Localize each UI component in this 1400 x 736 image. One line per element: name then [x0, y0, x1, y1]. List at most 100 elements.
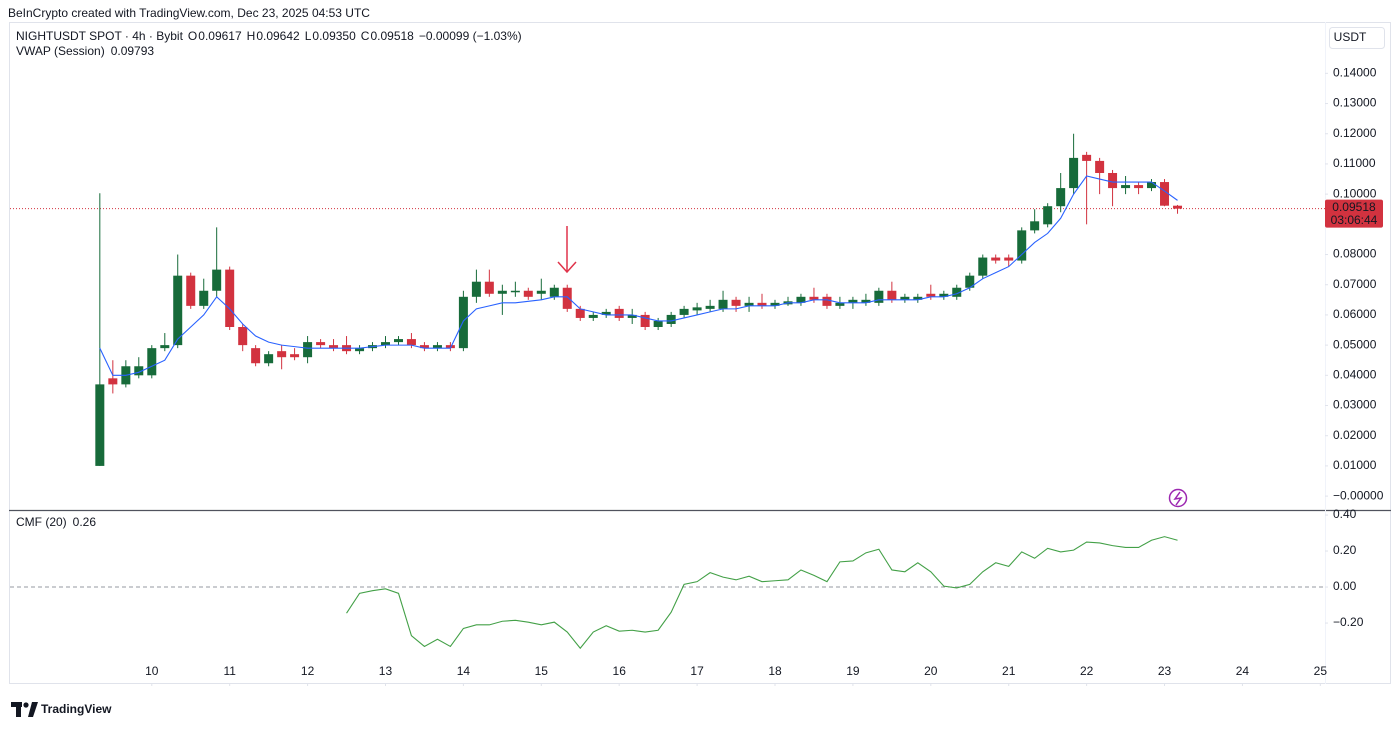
candle-body	[95, 384, 105, 466]
x-tick-label: 11	[223, 664, 236, 678]
candle-body	[549, 287, 559, 297]
ohlc-value: 0.09642	[256, 29, 300, 43]
candle-body	[1082, 154, 1092, 161]
y-tick-label: 0.00	[1333, 579, 1357, 593]
last-price-label: 0.09518	[1332, 200, 1376, 214]
candle-body	[705, 305, 715, 309]
candle-body	[1004, 257, 1014, 261]
y-tick-label: 0.11000	[1333, 156, 1376, 170]
logo-slash	[28, 702, 38, 717]
vwap-line	[99, 175, 1178, 376]
candle-body	[614, 308, 624, 318]
y-tick-label: −0.00000	[1333, 488, 1384, 502]
candle-body	[134, 366, 144, 376]
x-tick-label: 22	[1080, 664, 1094, 678]
candle-body	[913, 296, 923, 300]
candle-body	[731, 299, 741, 306]
ohlc-label: L	[305, 29, 312, 43]
y-tick-label: 0.02000	[1333, 428, 1377, 442]
candle-body	[601, 311, 611, 315]
price-change: −0.00099 (−1.03%)	[419, 29, 522, 43]
y-tick-label: 0.08000	[1333, 247, 1377, 261]
candle-body	[238, 327, 248, 346]
y-tick-label: 0.05000	[1333, 337, 1377, 351]
x-tick-label: 13	[379, 664, 393, 678]
candle-body	[796, 296, 806, 303]
candle-body	[744, 302, 754, 306]
y-tick-label: 0.12000	[1333, 126, 1377, 140]
candle-body	[1056, 188, 1066, 207]
ohlc-value: 0.09617	[198, 29, 242, 43]
candle-body	[1121, 185, 1131, 189]
logo-stem	[16, 702, 21, 717]
candle-body	[874, 290, 884, 303]
ohlc-value: 0.09518	[370, 29, 414, 43]
candle-body	[108, 378, 118, 385]
logo-dot	[23, 702, 29, 708]
candle-body	[212, 269, 222, 291]
x-tick-label: 14	[457, 664, 471, 678]
candle-body	[1108, 172, 1118, 189]
candle-body	[406, 339, 416, 346]
candle-body	[445, 345, 455, 349]
ohlc-label: H	[247, 29, 256, 43]
alert-bolt	[1173, 491, 1183, 506]
attribution: BeInCrypto created with TradingView.com,…	[8, 6, 370, 20]
x-tick-label: 12	[301, 664, 315, 678]
candle-body	[173, 275, 183, 346]
logo-text: TradingView	[41, 702, 112, 716]
candle-body	[991, 257, 1001, 261]
candle-body	[640, 314, 650, 327]
candle-body	[329, 345, 339, 349]
y-tick-label: 0.01000	[1333, 458, 1377, 472]
candle-body	[497, 290, 507, 294]
candle-body	[380, 342, 390, 346]
alert-icon	[1168, 488, 1188, 508]
candle-body	[458, 296, 468, 349]
candle-body	[484, 281, 494, 294]
candle-body	[160, 345, 170, 349]
ohlc-value: 0.09350	[312, 29, 356, 43]
candle-body	[861, 299, 871, 303]
candle-body	[718, 299, 728, 309]
logo: TradingView	[11, 702, 112, 717]
candle-body	[419, 345, 429, 349]
candle-body	[770, 302, 780, 306]
candle-body	[251, 348, 261, 364]
candle-body	[303, 342, 313, 358]
ohlc-label: C	[361, 29, 370, 43]
candle-body	[1017, 230, 1027, 261]
cmf-line	[346, 536, 1178, 650]
symbol-title: NIGHTUSDT SPOT · 4h · Bybit	[16, 29, 184, 43]
y-tick-label: 0.06000	[1333, 307, 1377, 321]
arrow-head	[557, 261, 577, 274]
candle-body	[978, 257, 988, 276]
candle-body	[186, 275, 196, 306]
y-tick-label: 0.03000	[1333, 398, 1377, 412]
candle-body	[1069, 157, 1079, 189]
candle-body	[575, 308, 585, 318]
signal-arrow	[557, 226, 577, 274]
candle-body	[277, 351, 287, 358]
candle-body	[1147, 182, 1157, 189]
candle-body	[1160, 182, 1170, 206]
indicator-value: 0.26	[73, 515, 97, 529]
candle-body	[692, 307, 702, 311]
candle-body	[1030, 221, 1040, 231]
y-tick-label: −0.20	[1333, 615, 1364, 629]
candle-body	[679, 308, 689, 315]
candle-body	[264, 354, 274, 364]
x-tick-label: 19	[846, 664, 860, 678]
y-tick-label: 0.10000	[1333, 186, 1377, 200]
countdown-label: 03:06:44	[1331, 213, 1378, 227]
candle-body	[939, 293, 949, 297]
candle-body	[394, 339, 404, 343]
candle-body	[1043, 206, 1053, 225]
candle-body	[1173, 205, 1183, 209]
candle-body	[562, 287, 572, 309]
candle-body	[926, 293, 936, 297]
candle-body	[510, 290, 520, 293]
candle-body	[952, 287, 962, 297]
